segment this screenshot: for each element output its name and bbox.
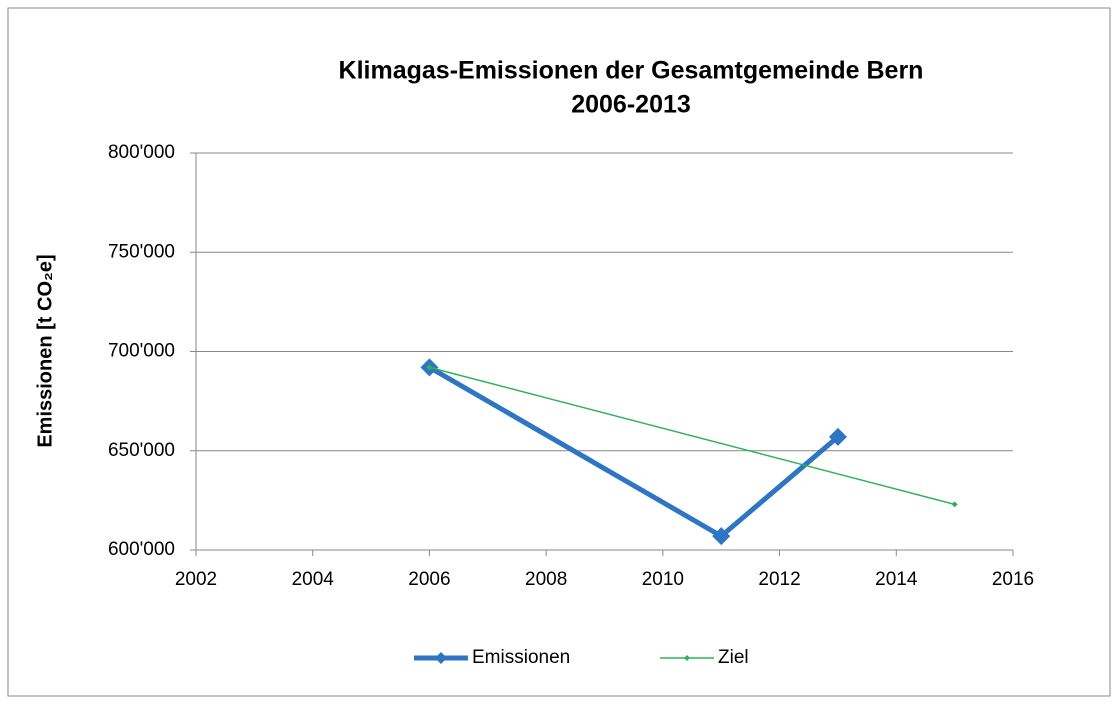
- x-tick-label: 2012: [758, 569, 800, 590]
- x-tick-label: 2006: [408, 569, 450, 590]
- marker: [951, 501, 958, 508]
- y-tick-label: 650'000: [108, 440, 175, 461]
- marker: [828, 427, 847, 446]
- y-axis-label: Emissionen [t CO₂e]: [34, 254, 56, 447]
- legend-label: Emissionen: [472, 647, 570, 668]
- y-tick-label: 750'000: [108, 241, 175, 262]
- chart-title: Klimagas-Emissionen der Gesamtgemeinde B…: [339, 57, 924, 85]
- legend-marker: [684, 655, 690, 661]
- x-tick-label: 2002: [175, 569, 217, 590]
- chart-title: 2006-2013: [571, 91, 691, 119]
- y-tick-label: 800'000: [108, 142, 175, 163]
- x-tick-label: 2014: [875, 569, 918, 590]
- marker: [712, 527, 731, 546]
- marker: [426, 364, 433, 371]
- y-tick-label: 700'000: [108, 341, 175, 362]
- x-tick-label: 2008: [525, 569, 567, 590]
- y-tick-label: 600'000: [108, 539, 175, 560]
- series-line: [429, 366, 955, 506]
- x-tick-label: 2004: [292, 569, 335, 590]
- x-tick-label: 2016: [992, 569, 1034, 590]
- legend-marker: [435, 652, 447, 664]
- x-tick-label: 2010: [642, 569, 684, 590]
- legend-label: Ziel: [718, 647, 749, 668]
